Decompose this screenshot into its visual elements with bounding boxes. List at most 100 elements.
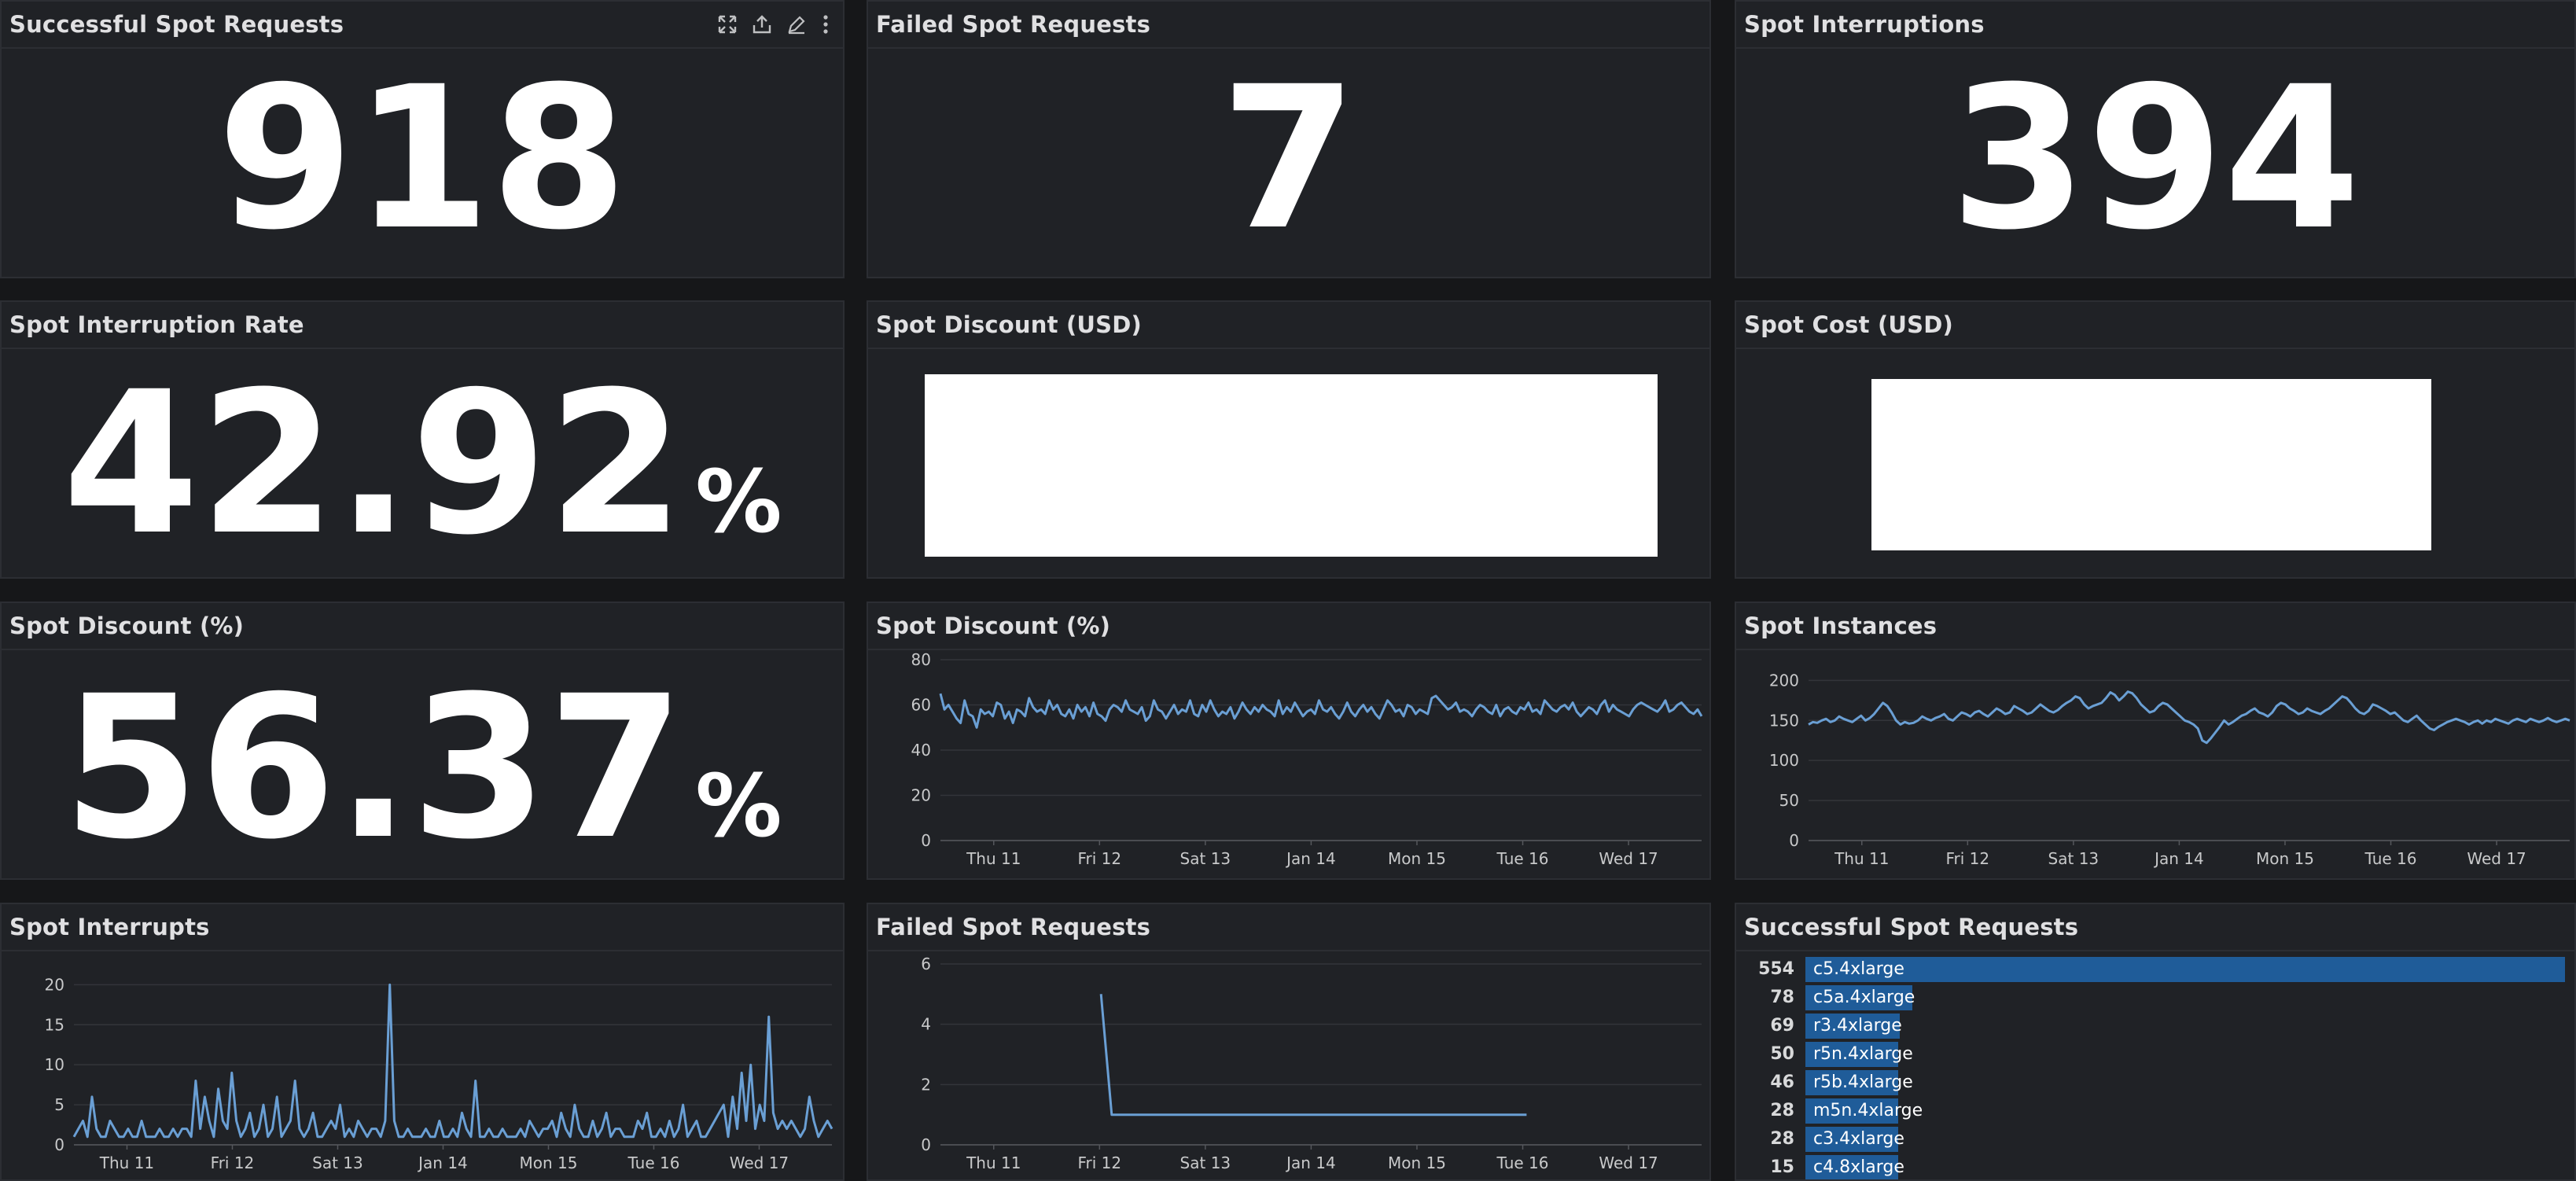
panel-spot-interruptions: Spot Interruptions 394 (1735, 0, 2576, 278)
x-tick-label: Tue 16 (2364, 849, 2417, 868)
y-tick-label: 60 (911, 696, 931, 715)
share-icon[interactable] (752, 14, 772, 35)
bar-value: 50 (1770, 1044, 1794, 1064)
bar-row[interactable]: 46 r5b.4xlarge (1742, 1069, 2574, 1096)
panel-title: Spot Interruption Rate (9, 311, 304, 338)
panel-spot-interruption-rate: Spot Interruption Rate 42.92% (0, 300, 845, 579)
x-tick-label: Wed 17 (1599, 849, 1658, 868)
panel-title: Spot Discount (%) (876, 613, 1111, 639)
y-tick-label: 150 (1769, 711, 1799, 730)
x-tick-label: Sat 13 (312, 1153, 363, 1172)
y-tick-label: 0 (54, 1135, 64, 1154)
bar-row[interactable]: 15 c4.8xlarge (1742, 1154, 2574, 1179)
x-tick-label: Mon 15 (1388, 1153, 1446, 1172)
more-vertical-icon[interactable] (821, 14, 830, 35)
bar-label: r5b.4xlarge (1813, 1072, 1913, 1092)
bar-row[interactable]: 28 m5n.4xlarge (1742, 1098, 2574, 1124)
panel-header[interactable]: Failed Spot Requests (868, 2, 1709, 49)
panel-spot-cost-usd: Spot Cost (USD) (1735, 300, 2576, 579)
line-chart[interactable]: 0 5 10 15 20 Thu 11 Fri 12 Sat 13 Jan 14 Mon 15 Tu… (2, 951, 843, 1181)
series-line[interactable] (939, 693, 1703, 729)
y-tick-label: 0 (1789, 831, 1799, 850)
x-tick-label: Mon 15 (2256, 849, 2314, 868)
bar-label: r3.4xlarge (1813, 1016, 1902, 1036)
panel-title: Spot Instances (1744, 613, 1938, 639)
panel-spot-discount-pct-chart: Spot Discount (%) 0 20 40 60 80 Thu 11 Fri 12 S… (867, 602, 1711, 880)
x-tick-label: Tue 16 (1496, 849, 1549, 868)
panel-header[interactable]: Spot Interrupts (2, 904, 843, 951)
x-tick-label: Jan 14 (1285, 849, 1336, 868)
panel-failed-spot-requests: Failed Spot Requests 7 (867, 0, 1711, 278)
x-tick-label: Jan 14 (417, 1153, 468, 1172)
panel-title: Spot Interrupts (9, 914, 210, 940)
y-tick-label: 0 (921, 831, 931, 850)
x-tick-label: Thu 11 (99, 1153, 154, 1172)
y-tick-label: 6 (921, 955, 931, 973)
bar-value: 28 (1770, 1101, 1794, 1120)
y-tick-label: 5 (54, 1095, 64, 1114)
bar (1805, 1042, 1898, 1067)
x-tick-label: Jan 14 (2153, 849, 2204, 868)
bar-value: 78 (1770, 988, 1794, 1007)
bar (1805, 1127, 1898, 1152)
panel-title: Spot Discount (USD) (876, 311, 1142, 338)
series-line[interactable] (72, 983, 834, 1139)
y-tick-label: 40 (911, 741, 931, 760)
bar-row[interactable]: 28 c3.4xlarge (1742, 1126, 2574, 1153)
line-chart[interactable]: 0 50 100 150 200 Thu 11 Fri 12 Sat 13 Jan 14 Mon … (1736, 650, 2574, 880)
y-tick-label: 10 (45, 1055, 64, 1074)
stat-value-redacted (1871, 379, 2431, 550)
bar-value: 15 (1770, 1157, 1794, 1177)
x-tick-label: Fri 12 (1077, 849, 1121, 868)
y-tick-label: 20 (911, 786, 931, 805)
bar (1805, 1098, 1898, 1124)
x-tick-label: Mon 15 (1388, 849, 1446, 868)
panel-header[interactable]: Spot Discount (%) (868, 603, 1709, 650)
y-tick-label: 80 (911, 650, 931, 669)
y-tick-label: 0 (921, 1135, 931, 1154)
expand-icon[interactable] (717, 14, 738, 35)
bar-row[interactable]: 69 r3.4xlarge (1742, 1013, 2574, 1039)
panel-title: Failed Spot Requests (876, 914, 1151, 940)
series-line[interactable] (1099, 994, 1527, 1117)
bar (1805, 1014, 1901, 1039)
panel-title: Spot Discount (%) (9, 613, 245, 639)
bar-label: c5a.4xlarge (1813, 988, 1915, 1007)
panel-title: Spot Interruptions (1744, 11, 1985, 38)
series-line[interactable] (1808, 690, 2570, 745)
y-tick-label: 50 (1779, 791, 1799, 810)
panel-title: Successful Spot Requests (9, 11, 344, 38)
panel-header[interactable]: Spot Instances (1736, 603, 2574, 650)
x-tick-label: Mon 15 (519, 1153, 577, 1172)
y-tick-label: 20 (45, 975, 64, 994)
x-tick-label: Fri 12 (1077, 1153, 1121, 1172)
x-tick-label: Sat 13 (1180, 849, 1231, 868)
panel-header[interactable]: Spot Discount (%) (2, 603, 843, 650)
edit-icon[interactable] (786, 14, 807, 35)
bar-row[interactable]: 50 r5n.4xlarge (1742, 1041, 2574, 1068)
panel-spot-interrupts: Spot Interrupts 0 5 10 15 20 Thu 11 Fri 12 Sat … (0, 903, 845, 1181)
bar-row[interactable]: 554 c5.4xlarge (1742, 956, 2574, 983)
line-chart[interactable]: 0 2 4 6 Thu 11 Fri 12 Sat 13 Jan 14 Mon 15 Tue 16… (868, 951, 1709, 1181)
bar (1805, 957, 2565, 982)
x-tick-label: Sat 13 (2048, 849, 2099, 868)
line-chart[interactable]: 0 20 40 60 80 Thu 11 Fri 12 Sat 13 Jan 14 Mon 15 T… (868, 650, 1709, 880)
bar-row[interactable]: 78 c5a.4xlarge (1742, 984, 2574, 1011)
panel-header[interactable]: Spot Cost (USD) (1736, 302, 2574, 349)
panel-header[interactable]: Successful Spot Requests (2, 2, 843, 49)
bar-value: 554 (1758, 959, 1794, 979)
panel-header[interactable]: Successful Spot Requests (1736, 904, 2574, 951)
x-tick-label: Jan 14 (1285, 1153, 1336, 1172)
panel-tools (717, 14, 830, 35)
bar-label: c3.4xlarge (1813, 1129, 1904, 1149)
bar-label: r5n.4xlarge (1813, 1044, 1913, 1064)
panel-header[interactable]: Failed Spot Requests (868, 904, 1709, 951)
x-tick-label: Tue 16 (1496, 1153, 1549, 1172)
stat-value: 56.37% (2, 666, 843, 878)
panel-header[interactable]: Spot Interruption Rate (2, 302, 843, 349)
stat-number: 42.92 (62, 349, 685, 578)
panel-header[interactable]: Spot Interruptions (1736, 2, 2574, 49)
panel-header[interactable]: Spot Discount (USD) (868, 302, 1709, 349)
x-tick-label: Wed 17 (730, 1153, 789, 1172)
stat-value: 394 (1950, 44, 2361, 273)
